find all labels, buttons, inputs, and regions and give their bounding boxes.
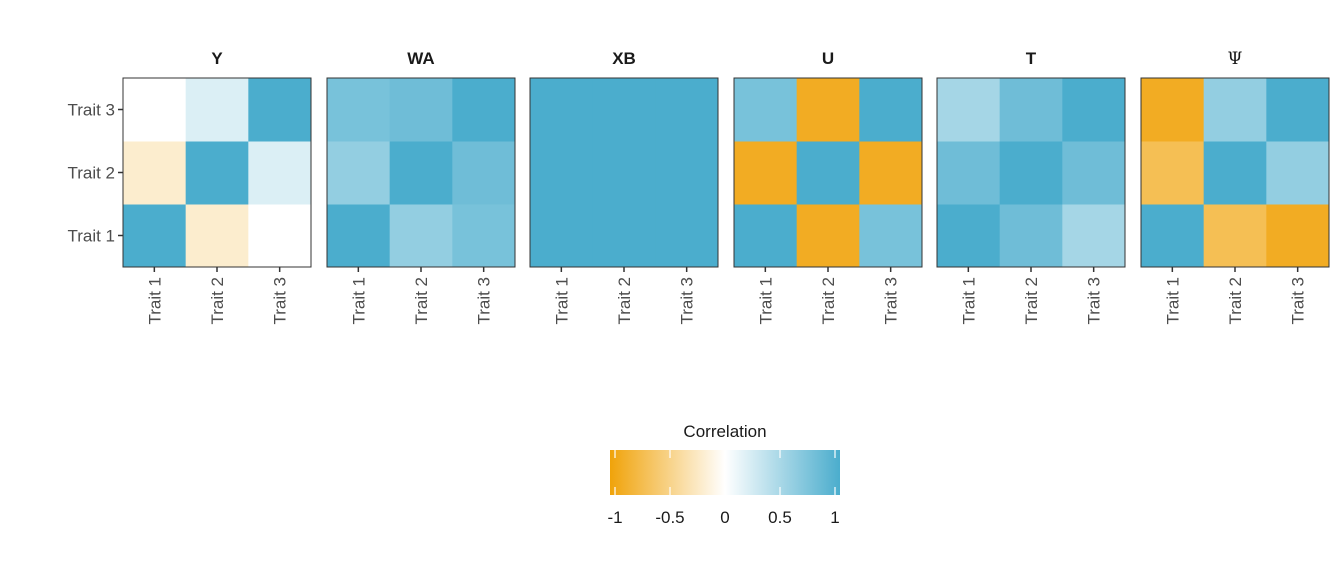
heatmap-cell — [859, 141, 923, 205]
facet-panel: WA Trait 1 Trait 2 Trait 3 — [326, 49, 516, 325]
heatmap-cell — [592, 141, 656, 205]
heatmap-cell — [327, 141, 391, 205]
heatmap-cell — [248, 78, 312, 142]
heatmap-cell — [327, 204, 391, 268]
heatmap-cell — [530, 141, 594, 205]
x-tick-label: Trait 2 — [615, 277, 634, 325]
heatmap-cell — [452, 204, 516, 268]
x-tick-label: Trait 1 — [1163, 277, 1182, 325]
x-tick-label: Trait 3 — [678, 277, 697, 325]
heatmap-cell — [734, 204, 798, 268]
heatmap-cell — [389, 204, 453, 268]
x-tick-label: Trait 3 — [1289, 277, 1308, 325]
legend-tick-label: -0.5 — [655, 508, 684, 527]
heatmap-cell — [452, 78, 516, 142]
heatmap-cell — [530, 204, 594, 268]
legend-title: Correlation — [683, 422, 766, 441]
heatmap-cell — [389, 78, 453, 142]
heatmap-cell — [248, 141, 312, 205]
facet-panel: XB Trait 1 Trait 2 Trait 3 — [529, 49, 719, 325]
facet-title: U — [822, 49, 834, 68]
facet-panel: U Trait 1 Trait 2 Trait 3 — [733, 49, 923, 325]
facet-panel: T Trait 1 Trait 2 Trait 3 — [936, 49, 1126, 325]
heatmap-cell — [530, 78, 594, 142]
x-tick-label: Trait 3 — [882, 277, 901, 325]
heatmap-cell — [1141, 204, 1205, 268]
heatmap-cell — [452, 141, 516, 205]
x-tick-label: Trait 2 — [1022, 277, 1041, 325]
heatmap-cell — [1062, 78, 1126, 142]
x-tick-label: Trait 1 — [145, 277, 164, 325]
facet-panel: Y Trait 1 Trait 2 Trait 3 Trait 1 Trait 2 Trai… — [67, 49, 312, 325]
legend-tick-label: 1 — [830, 508, 839, 527]
heatmap-cell — [734, 141, 798, 205]
heatmap-cell — [1266, 78, 1330, 142]
heatmap-cell — [389, 141, 453, 205]
facet-title: Ψ — [1228, 49, 1243, 69]
heatmap-cell — [796, 141, 860, 205]
heatmap-cell — [592, 78, 656, 142]
legend-tick-label: -1 — [607, 508, 622, 527]
heatmap-cell — [1062, 204, 1126, 268]
legend-ticks: -1 -0.5 0 0.5 1 — [607, 450, 840, 527]
heatmap-cell — [655, 141, 719, 205]
heatmap-cell — [796, 204, 860, 268]
heatmap-cell — [796, 78, 860, 142]
heatmap-cell — [248, 204, 312, 268]
heatmap-cell — [123, 78, 187, 142]
heatmap-cell — [937, 141, 1001, 205]
x-tick-label: Trait 2 — [208, 277, 227, 325]
facet-title: XB — [612, 49, 636, 68]
legend-tick-label: 0.5 — [768, 508, 792, 527]
x-tick-label: Trait 3 — [1085, 277, 1104, 325]
heatmap-cell — [655, 204, 719, 268]
heatmap-cell — [185, 141, 249, 205]
heatmap-cell — [123, 141, 187, 205]
heatmap-cell — [1141, 78, 1205, 142]
heatmap-cell — [1203, 78, 1267, 142]
heatmap-cell — [859, 78, 923, 142]
y-tick-label: Trait 1 — [67, 227, 115, 246]
x-tick-label: Trait 3 — [475, 277, 494, 325]
x-tick-label: Trait 1 — [349, 277, 368, 325]
y-tick-label: Trait 2 — [67, 164, 115, 183]
legend: Correlation -1 -0.5 0 0.5 1 — [607, 422, 840, 527]
heatmap-cell — [1203, 141, 1267, 205]
facet-panel: Ψ Trait 1 Trait 2 Trait 3 — [1140, 49, 1330, 325]
x-tick-label: Trait 1 — [756, 277, 775, 325]
heatmap-cell — [1141, 141, 1205, 205]
x-tick-label: Trait 2 — [412, 277, 431, 325]
heatmap-cell — [999, 78, 1063, 142]
facet-title: Y — [211, 49, 223, 68]
heatmap-cell — [655, 78, 719, 142]
heatmap-cell — [185, 78, 249, 142]
x-tick-label: Trait 2 — [819, 277, 838, 325]
heatmap-cell — [937, 204, 1001, 268]
heatmap-cell — [999, 141, 1063, 205]
heatmap-cell — [1266, 204, 1330, 268]
heatmap-cell — [327, 78, 391, 142]
heatmap-cell — [185, 204, 249, 268]
heatmap-cell — [1203, 204, 1267, 268]
heatmap-cell — [592, 204, 656, 268]
facet-title: WA — [407, 49, 434, 68]
heatmap-cell — [1266, 141, 1330, 205]
facet-title: T — [1026, 49, 1037, 68]
legend-tick-label: 0 — [720, 508, 729, 527]
heatmap-cell — [123, 204, 187, 268]
heatmap-cell — [1062, 141, 1126, 205]
facet-panels: Y Trait 1 Trait 2 Trait 3 Trait 1 Trait 2 Trai… — [67, 49, 1330, 325]
heatmap-cell — [937, 78, 1001, 142]
heatmap-cell — [734, 78, 798, 142]
x-tick-label: Trait 1 — [552, 277, 571, 325]
x-tick-label: Trait 2 — [1226, 277, 1245, 325]
y-tick-label: Trait 3 — [67, 101, 115, 120]
x-tick-label: Trait 1 — [959, 277, 978, 325]
heatmap-cell — [859, 204, 923, 268]
heatmap-cell — [999, 204, 1063, 268]
x-tick-label: Trait 3 — [271, 277, 290, 325]
